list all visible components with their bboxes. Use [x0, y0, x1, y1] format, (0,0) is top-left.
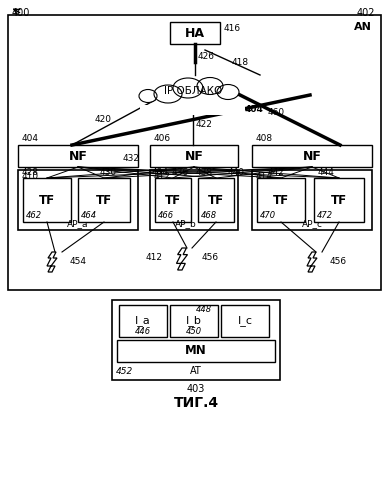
Text: AN: AN	[354, 22, 372, 32]
Bar	[23, 178, 71, 222]
Text: NF: NF	[184, 150, 203, 163]
Text: ΤИГ.4: ΤИГ.4	[173, 396, 219, 410]
Text: 400: 400	[12, 8, 30, 18]
Bar	[252, 170, 372, 230]
Text: 414: 414	[256, 172, 273, 181]
Text: 432: 432	[123, 154, 140, 163]
Bar	[155, 178, 191, 222]
Bar	[18, 170, 138, 230]
Polygon shape	[177, 248, 187, 270]
Bar	[8, 15, 381, 290]
Text: 462: 462	[26, 211, 42, 220]
Text: 408: 408	[256, 134, 273, 143]
Text: 426: 426	[198, 52, 215, 61]
Bar	[117, 340, 275, 362]
Text: 440: 440	[228, 168, 245, 177]
Bar	[257, 178, 305, 222]
Text: 456: 456	[330, 257, 347, 266]
Ellipse shape	[217, 84, 239, 99]
Text: AP_b: AP_b	[175, 219, 197, 228]
Text: 466: 466	[158, 211, 174, 220]
Polygon shape	[47, 252, 57, 272]
Text: 434: 434	[152, 168, 169, 177]
Text: 410: 410	[22, 172, 39, 181]
Text: 403: 403	[187, 384, 205, 394]
Text: 438: 438	[196, 168, 213, 177]
Text: TF: TF	[96, 194, 112, 207]
Text: HA: HA	[185, 26, 205, 39]
Text: AT: AT	[190, 366, 202, 376]
Text: 404: 404	[22, 134, 39, 143]
Text: TF: TF	[208, 194, 224, 207]
Text: I_a: I_a	[135, 315, 151, 326]
Bar	[221, 305, 269, 337]
Text: 412: 412	[154, 172, 171, 181]
Text: 404: 404	[245, 105, 264, 114]
Text: 444: 444	[318, 168, 335, 177]
Text: TF: TF	[39, 194, 55, 207]
Text: 472: 472	[317, 211, 333, 220]
Text: 428: 428	[22, 168, 39, 177]
Text: 430: 430	[100, 168, 117, 177]
Text: 448: 448	[196, 305, 212, 314]
Text: 464: 464	[81, 211, 97, 220]
Text: 442: 442	[268, 168, 285, 177]
Text: TF: TF	[331, 194, 347, 207]
Text: 436: 436	[172, 168, 189, 177]
Text: 422: 422	[196, 120, 213, 129]
Text: 412: 412	[146, 253, 163, 262]
Text: MN: MN	[185, 344, 207, 357]
Text: IP ОБЛАКО: IP ОБЛАКО	[164, 86, 222, 96]
Text: 406: 406	[154, 134, 171, 143]
Ellipse shape	[197, 77, 223, 94]
Bar	[314, 178, 364, 222]
Text: 450: 450	[186, 327, 202, 336]
Ellipse shape	[139, 89, 157, 102]
Text: 454: 454	[70, 257, 87, 266]
Ellipse shape	[154, 85, 182, 103]
Bar	[150, 145, 238, 167]
Text: AP_a: AP_a	[67, 219, 89, 228]
Text: NF: NF	[68, 150, 88, 163]
Text: 418: 418	[232, 58, 249, 67]
Bar	[119, 305, 167, 337]
Bar	[170, 22, 220, 44]
Bar	[150, 170, 238, 230]
Bar	[112, 300, 280, 380]
Text: TF: TF	[273, 194, 289, 207]
Bar	[140, 105, 245, 115]
Text: 402: 402	[356, 8, 375, 18]
Text: I_c: I_c	[238, 315, 252, 326]
Ellipse shape	[173, 78, 203, 98]
Bar	[78, 178, 130, 222]
Text: 456: 456	[202, 253, 219, 262]
Text: 460: 460	[268, 108, 285, 117]
Text: NF: NF	[303, 150, 321, 163]
Text: 468: 468	[201, 211, 217, 220]
Bar	[18, 145, 138, 167]
Bar	[198, 178, 234, 222]
Bar	[170, 305, 218, 337]
Text: 470: 470	[260, 211, 276, 220]
Text: 446: 446	[135, 327, 151, 336]
Text: I_b: I_b	[186, 315, 202, 326]
Text: 416: 416	[224, 24, 241, 33]
Bar	[252, 145, 372, 167]
Text: TF: TF	[165, 194, 181, 207]
Text: 452: 452	[116, 367, 133, 376]
Text: AP_c: AP_c	[301, 219, 322, 228]
Polygon shape	[307, 252, 317, 272]
Text: 420: 420	[95, 115, 112, 124]
